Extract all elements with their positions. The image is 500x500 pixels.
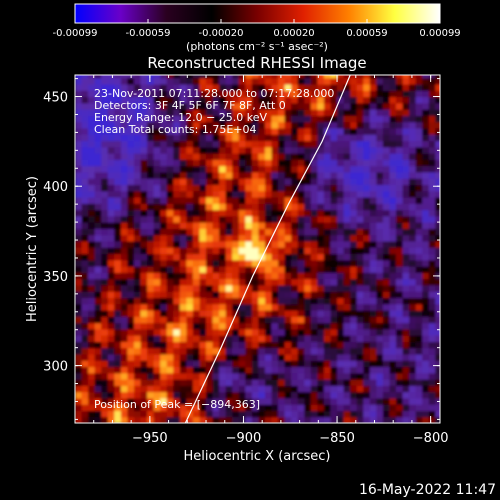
x-tick-label: −850 (319, 431, 355, 446)
peak-position-label: Position of Peak = [−894,363] (94, 398, 260, 411)
info-line: Detectors: 3F 4F 5F 6F 7F 8F, Att 0 (94, 99, 286, 112)
y-tick-label: 450 (43, 91, 68, 106)
y-axis-label: Heliocentric Y (arcsec) (25, 176, 40, 322)
colorbar-units: (photons cm⁻² s⁻¹ asec⁻²) (186, 40, 328, 53)
info-line: 23-Nov-2011 07:11:28.000 to 07:17:28.000 (94, 87, 334, 100)
x-tick-label: −950 (132, 431, 168, 446)
solar-limb-curve (184, 75, 351, 423)
footer-date: 16-May-2022 11:47 (359, 482, 496, 498)
y-tick-label: 300 (43, 360, 68, 375)
colorbar: -0.00099 -0.00059 -0.00020 0.00020 0.00059 0.… (53, 3, 461, 53)
y-tick-label: 350 (43, 270, 68, 285)
chart-title: Reconstructed RHESSI Image (147, 54, 366, 72)
colorbar-tick-label: -0.00020 (199, 28, 244, 39)
x-tick-label: −800 (413, 431, 449, 446)
x-axis-label: Heliocentric X (arcsec) (184, 449, 331, 464)
x-axis: −950 −900 −850 −800 (93, 75, 449, 446)
info-line: Energy Range: 12.0 − 25.0 keV (94, 111, 268, 124)
colorbar-tick-label: 0.00099 (419, 28, 460, 39)
heatmap (75, 75, 440, 423)
x-tick-label: −900 (226, 431, 262, 446)
colorbar-tick-label: -0.00099 (53, 28, 98, 39)
info-line: Clean Total counts: 1.75E+04 (94, 123, 257, 136)
colorbar-ticks: -0.00099 -0.00059 -0.00020 0.00020 0.00059 0.… (53, 19, 461, 39)
observation-info: 23-Nov-2011 07:11:28.000 to 07:17:28.000… (94, 87, 334, 136)
y-tick-label: 400 (43, 180, 68, 195)
colorbar-tick-label: -0.00059 (126, 28, 171, 39)
colorbar-gradient (74, 3, 441, 24)
y-axis: 300 350 400 450 (43, 78, 440, 420)
colorbar-tick-label: 0.00059 (346, 28, 387, 39)
plot-frame (74, 74, 441, 424)
colorbar-tick-label: 0.00020 (273, 28, 314, 39)
